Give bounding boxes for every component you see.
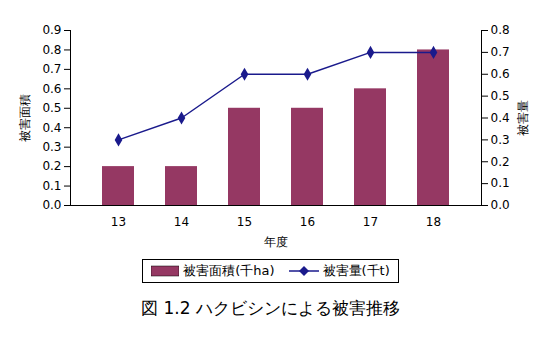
svg-text:0.8: 0.8 [42, 43, 61, 57]
svg-text:0.0: 0.0 [42, 198, 61, 212]
svg-text:被害量: 被害量 [516, 100, 530, 136]
svg-text:0.6: 0.6 [42, 82, 61, 96]
svg-text:0.2: 0.2 [42, 159, 61, 173]
svg-text:0.9: 0.9 [42, 23, 61, 37]
svg-text:0.3: 0.3 [491, 133, 510, 147]
svg-text:0.8: 0.8 [491, 23, 510, 37]
svg-text:0.1: 0.1 [42, 179, 61, 193]
svg-text:0.4: 0.4 [42, 121, 61, 135]
svg-text:0.7: 0.7 [491, 45, 510, 59]
svg-text:0.6: 0.6 [491, 67, 510, 81]
html-text:被害面積(千ha): 被害面積(千ha) [183, 263, 275, 278]
svg-text:被害面積: 被害面積 [18, 94, 32, 142]
svg-text:17: 17 [363, 215, 378, 229]
svg-text:14: 14 [174, 215, 189, 229]
svg-text:18: 18 [426, 215, 441, 229]
html-text:図 1.2 ハクビシンによる被害推移: 図 1.2 ハクビシンによる被害推移 [141, 298, 400, 318]
svg-text:0.2: 0.2 [491, 155, 510, 169]
html-text:被害量(千t): 被害量(千t) [322, 263, 390, 278]
svg-text:0.7: 0.7 [42, 62, 61, 76]
svg-text:13: 13 [111, 215, 126, 229]
svg-text:16: 16 [300, 215, 315, 229]
svg-text:0.3: 0.3 [42, 140, 61, 154]
svg-text:0.5: 0.5 [491, 89, 510, 103]
svg-text:0.1: 0.1 [491, 176, 510, 190]
svg-text:0.4: 0.4 [491, 111, 510, 125]
svg-text:0.0: 0.0 [491, 198, 510, 212]
svg-text:年度: 年度 [264, 235, 288, 249]
svg-text:15: 15 [237, 215, 252, 229]
svg-text:0.5: 0.5 [42, 101, 61, 115]
